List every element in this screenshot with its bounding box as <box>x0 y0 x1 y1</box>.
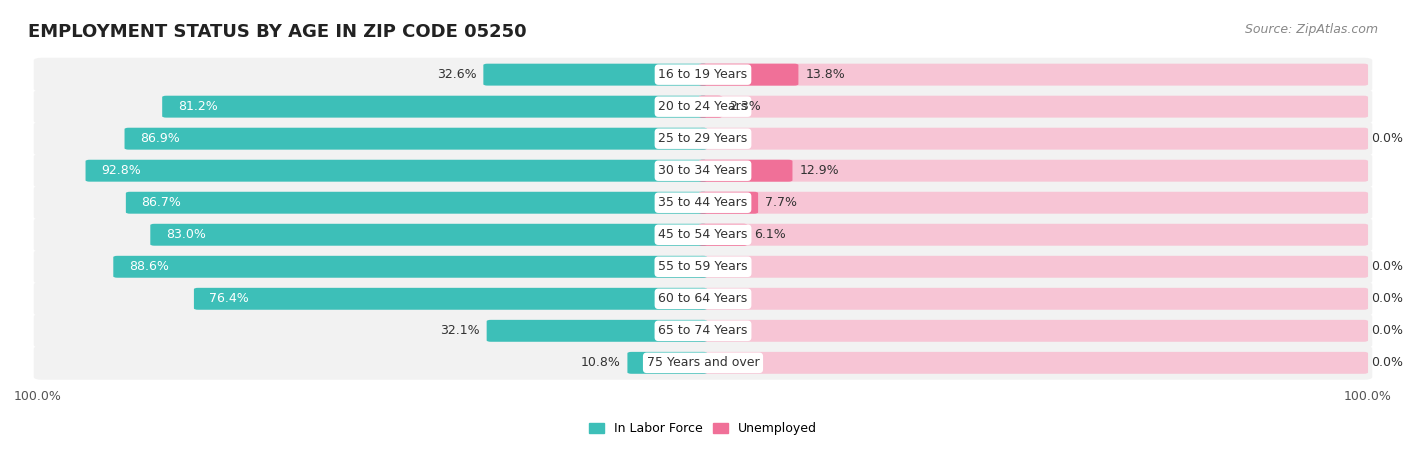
Text: 0.0%: 0.0% <box>1371 132 1403 145</box>
FancyBboxPatch shape <box>699 320 1368 342</box>
FancyBboxPatch shape <box>34 282 1372 316</box>
FancyBboxPatch shape <box>194 288 707 310</box>
FancyBboxPatch shape <box>127 192 707 214</box>
FancyBboxPatch shape <box>34 218 1372 252</box>
Text: 55 to 59 Years: 55 to 59 Years <box>658 260 748 273</box>
FancyBboxPatch shape <box>162 96 707 118</box>
Text: 65 to 74 Years: 65 to 74 Years <box>658 324 748 337</box>
FancyBboxPatch shape <box>699 128 1368 150</box>
FancyBboxPatch shape <box>699 160 793 182</box>
FancyBboxPatch shape <box>125 128 707 150</box>
FancyBboxPatch shape <box>699 288 1368 310</box>
Text: 12.9%: 12.9% <box>800 164 839 177</box>
Text: 86.7%: 86.7% <box>142 196 181 209</box>
Text: 32.6%: 32.6% <box>437 68 477 81</box>
Text: 10.8%: 10.8% <box>581 356 620 369</box>
Text: 0.0%: 0.0% <box>1371 356 1403 369</box>
Text: 32.1%: 32.1% <box>440 324 479 337</box>
Text: 16 to 19 Years: 16 to 19 Years <box>658 68 748 81</box>
Text: 35 to 44 Years: 35 to 44 Years <box>658 196 748 209</box>
Text: 60 to 64 Years: 60 to 64 Years <box>658 292 748 305</box>
Text: 7.7%: 7.7% <box>765 196 797 209</box>
FancyBboxPatch shape <box>34 186 1372 220</box>
FancyBboxPatch shape <box>699 64 1368 86</box>
Text: 81.2%: 81.2% <box>177 100 218 113</box>
Text: 88.6%: 88.6% <box>129 260 169 273</box>
FancyBboxPatch shape <box>34 154 1372 188</box>
Text: 86.9%: 86.9% <box>141 132 180 145</box>
Text: 92.8%: 92.8% <box>101 164 141 177</box>
Text: 76.4%: 76.4% <box>209 292 249 305</box>
Text: 100.0%: 100.0% <box>14 391 62 403</box>
Text: 0.0%: 0.0% <box>1371 292 1403 305</box>
Text: 0.0%: 0.0% <box>1371 324 1403 337</box>
FancyBboxPatch shape <box>627 352 707 374</box>
FancyBboxPatch shape <box>699 256 1368 278</box>
Text: 45 to 54 Years: 45 to 54 Years <box>658 228 748 241</box>
Text: EMPLOYMENT STATUS BY AGE IN ZIP CODE 05250: EMPLOYMENT STATUS BY AGE IN ZIP CODE 052… <box>28 23 527 41</box>
FancyBboxPatch shape <box>699 160 1368 182</box>
FancyBboxPatch shape <box>699 192 1368 214</box>
FancyBboxPatch shape <box>486 320 707 342</box>
FancyBboxPatch shape <box>150 224 707 246</box>
FancyBboxPatch shape <box>34 314 1372 348</box>
FancyBboxPatch shape <box>114 256 707 278</box>
Text: 83.0%: 83.0% <box>166 228 205 241</box>
FancyBboxPatch shape <box>699 352 1368 374</box>
Text: 20 to 24 Years: 20 to 24 Years <box>658 100 748 113</box>
Text: 30 to 34 Years: 30 to 34 Years <box>658 164 748 177</box>
FancyBboxPatch shape <box>34 346 1372 380</box>
FancyBboxPatch shape <box>699 96 723 118</box>
FancyBboxPatch shape <box>34 90 1372 124</box>
FancyBboxPatch shape <box>484 64 707 86</box>
FancyBboxPatch shape <box>86 160 707 182</box>
Legend: In Labor Force, Unemployed: In Labor Force, Unemployed <box>583 417 823 440</box>
Text: 100.0%: 100.0% <box>1344 391 1392 403</box>
FancyBboxPatch shape <box>699 64 799 86</box>
Text: 0.0%: 0.0% <box>1371 260 1403 273</box>
FancyBboxPatch shape <box>699 192 758 214</box>
FancyBboxPatch shape <box>34 250 1372 284</box>
FancyBboxPatch shape <box>699 224 1368 246</box>
FancyBboxPatch shape <box>699 224 748 246</box>
Text: Source: ZipAtlas.com: Source: ZipAtlas.com <box>1244 23 1378 36</box>
Text: 6.1%: 6.1% <box>755 228 786 241</box>
FancyBboxPatch shape <box>34 122 1372 156</box>
FancyBboxPatch shape <box>34 58 1372 92</box>
Text: 2.3%: 2.3% <box>730 100 761 113</box>
Text: 25 to 29 Years: 25 to 29 Years <box>658 132 748 145</box>
FancyBboxPatch shape <box>699 96 1368 118</box>
Text: 75 Years and over: 75 Years and over <box>647 356 759 369</box>
Text: 13.8%: 13.8% <box>806 68 845 81</box>
